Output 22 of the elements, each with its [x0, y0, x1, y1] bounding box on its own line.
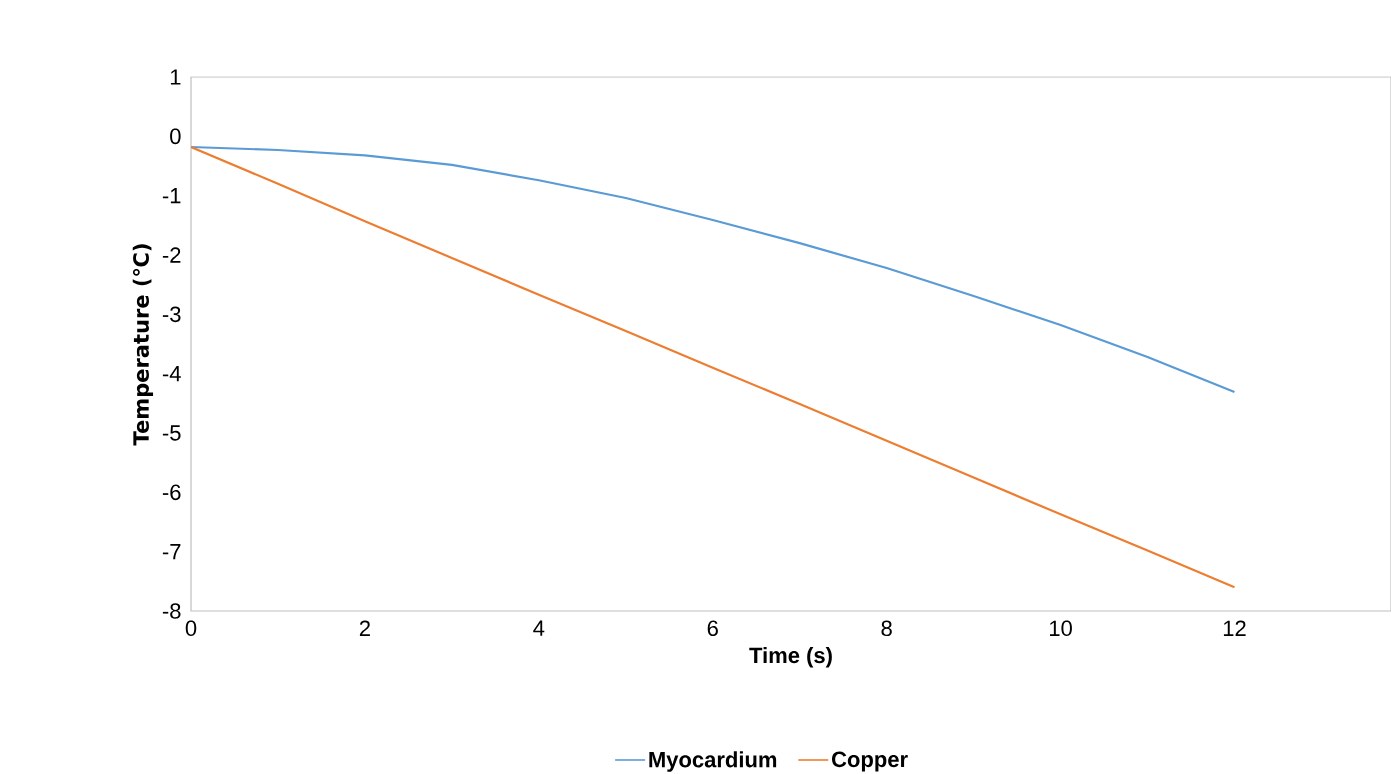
x-tick-label: 10: [1050, 620, 1072, 637]
x-tick-label: 12: [1223, 620, 1246, 636]
line-series: [191, 145, 1236, 394]
y-tick-label: -4: [162, 366, 181, 382]
x-tick-label: 8: [881, 620, 892, 637]
x-tick-label: 2: [359, 620, 370, 636]
y-tick-label: -7: [162, 544, 181, 560]
x-tick-label: 4: [533, 620, 545, 636]
y-tick-label: -5: [162, 425, 181, 441]
x-tick-label: 0: [185, 620, 197, 637]
x-tick-label: 6: [707, 620, 718, 637]
legend-label: Myocardium: [649, 751, 777, 772]
y-tick-label: -8: [162, 603, 181, 619]
legend-label: Copper: [832, 751, 908, 772]
y-tick-label: -3: [162, 306, 181, 323]
y-tick-label: -6: [162, 484, 181, 501]
y-tick-label: 1: [170, 69, 181, 85]
y-axis-title: Temperature (℃): [132, 244, 154, 446]
y-tick-label: 0: [170, 128, 181, 145]
y-tick-label: -2: [162, 247, 181, 263]
x-axis-title: Time (s): [749, 646, 832, 668]
y-tick-label: -1: [162, 188, 181, 204]
